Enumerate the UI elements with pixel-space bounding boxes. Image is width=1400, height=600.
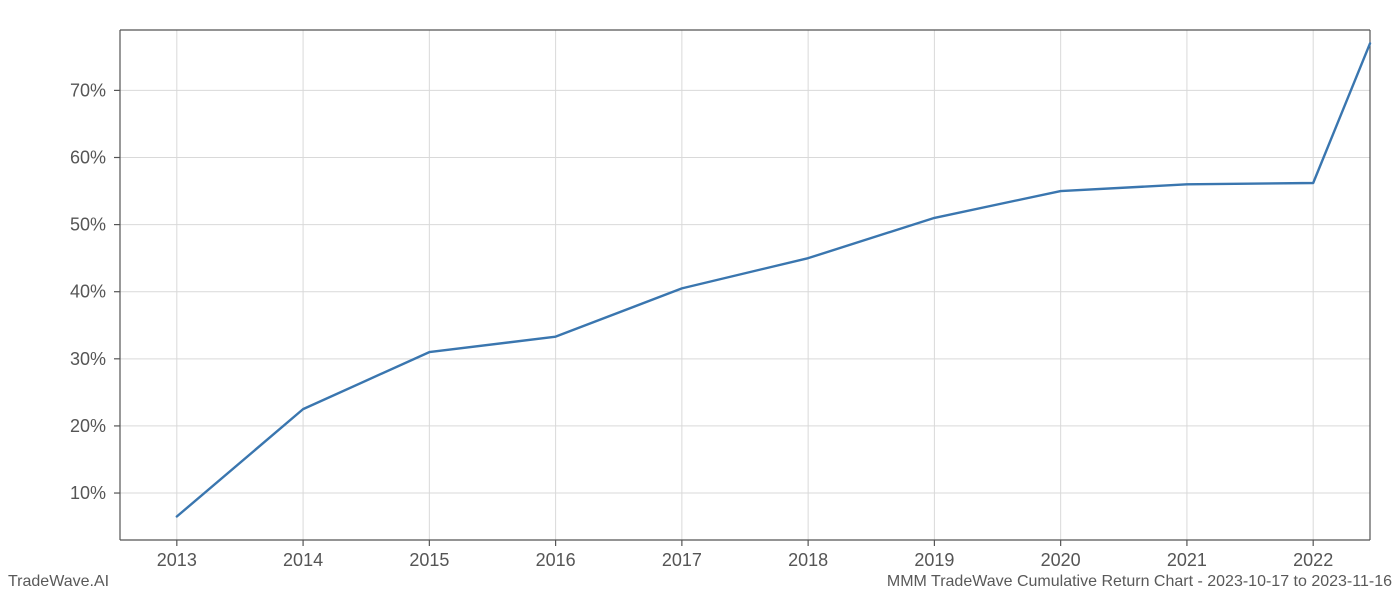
- svg-text:2018: 2018: [788, 550, 828, 570]
- chart-container: 2013 2014 2015 2016 2017 2018 2019 2020 2021 2022…: [0, 0, 1400, 600]
- svg-text:50%: 50%: [70, 215, 106, 235]
- footer-right-caption: MMM TradeWave Cumulative Return Chart - …: [887, 573, 1392, 591]
- svg-text:2020: 2020: [1041, 550, 1081, 570]
- svg-text:70%: 70%: [70, 80, 106, 100]
- svg-text:2015: 2015: [409, 550, 449, 570]
- svg-text:20%: 20%: [70, 416, 106, 436]
- svg-text:2021: 2021: [1167, 550, 1207, 570]
- svg-text:2017: 2017: [662, 550, 702, 570]
- svg-text:30%: 30%: [70, 349, 106, 369]
- svg-text:2022: 2022: [1293, 550, 1333, 570]
- svg-text:2016: 2016: [536, 550, 576, 570]
- line-chart: 2013 2014 2015 2016 2017 2018 2019 2020 2021 2022…: [0, 0, 1400, 600]
- svg-text:10%: 10%: [70, 483, 106, 503]
- svg-text:2013: 2013: [157, 550, 197, 570]
- svg-text:2019: 2019: [914, 550, 954, 570]
- footer-left-brand: TradeWave.AI: [8, 573, 109, 591]
- svg-text:2014: 2014: [283, 550, 323, 570]
- svg-text:40%: 40%: [70, 282, 106, 302]
- chart-footer: TradeWave.AI MMM TradeWave Cumulative Re…: [0, 570, 1400, 594]
- svg-text:60%: 60%: [70, 148, 106, 168]
